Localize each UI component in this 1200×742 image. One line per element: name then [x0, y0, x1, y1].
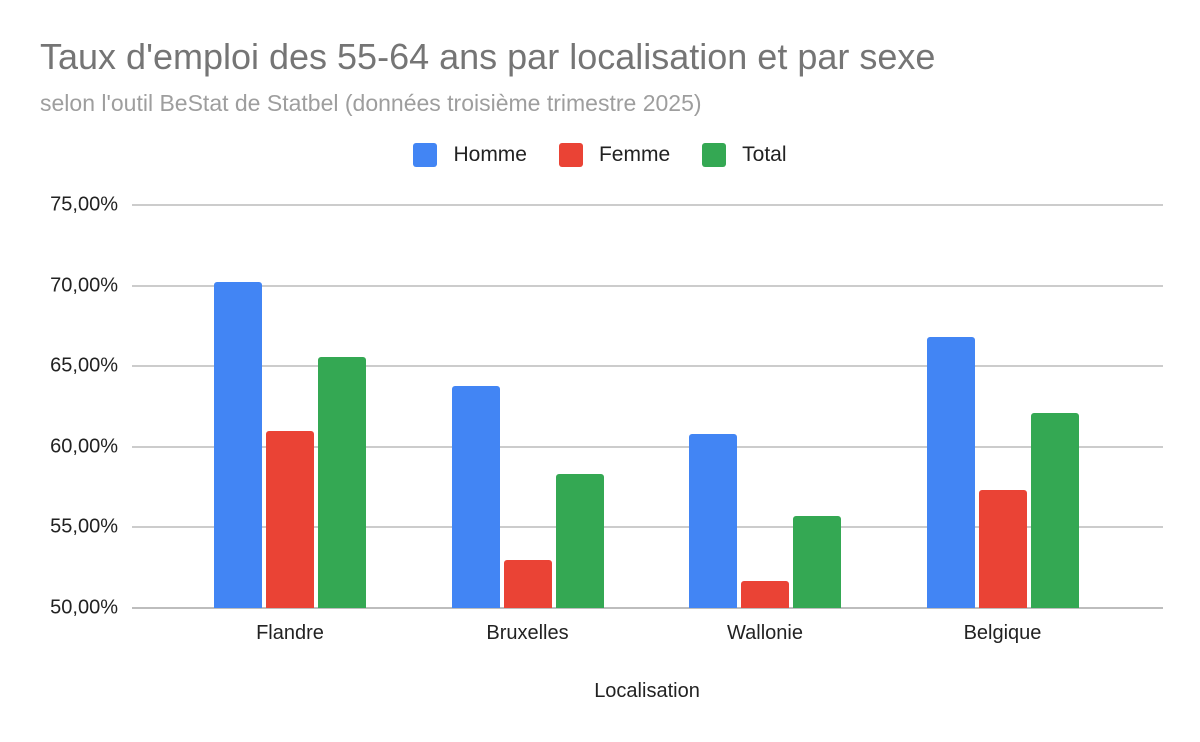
bar-flandre-femme[interactable] [266, 430, 314, 608]
bar-wallonie-total[interactable] [793, 516, 841, 608]
gridline [132, 365, 1163, 368]
bar-flandre-homme[interactable] [214, 282, 262, 608]
bar-belgique-homme[interactable] [926, 337, 975, 608]
legend-item-total[interactable]: Total [702, 143, 787, 167]
y-tick-label: 65,00% [50, 354, 118, 377]
gridline [132, 526, 1163, 529]
bar-wallonie-homme[interactable] [689, 433, 737, 608]
bar-belgique-total[interactable] [1030, 412, 1079, 608]
legend-swatch-icon [558, 143, 583, 167]
x-axis-label: Localisation [594, 680, 700, 702]
legend-swatch-icon [702, 143, 727, 167]
legend-item-femme[interactable]: Femme [558, 143, 671, 167]
legend-label: Homme [453, 143, 527, 166]
y-tick-label: 50,00% [50, 596, 118, 619]
y-tick-label: 55,00% [50, 515, 118, 538]
x-axis-baseline [132, 607, 1163, 609]
legend-swatch-icon [413, 143, 438, 167]
x-tick-label: Flandre [256, 622, 324, 644]
bar-flandre-total[interactable] [318, 356, 366, 608]
bar-wallonie-femme[interactable] [741, 580, 789, 608]
gridline [132, 445, 1163, 448]
x-tick-label: Wallonie [727, 622, 803, 644]
legend-label: Femme [598, 143, 671, 166]
bar-bruxelles-total[interactable] [555, 474, 604, 608]
chart-subtitle: selon l'outil BeStat de Statbel (données… [40, 90, 702, 116]
y-tick-label: 75,00% [50, 193, 118, 216]
legend: Homme Femme Total [0, 143, 1200, 167]
legend-item-homme[interactable]: Homme [413, 143, 527, 167]
y-tick-label: 60,00% [50, 435, 118, 458]
x-tick-label: Bruxelles [486, 622, 569, 644]
x-tick-label: Belgique [963, 622, 1042, 644]
gridline [132, 204, 1163, 206]
chart-title: Taux d'emploi des 55-64 ans par localisa… [40, 36, 936, 77]
y-tick-label: 70,00% [50, 274, 118, 297]
legend-label: Total [742, 143, 787, 166]
gridline [132, 284, 1163, 287]
bar-bruxelles-homme[interactable] [451, 385, 500, 608]
bar-belgique-femme[interactable] [978, 490, 1027, 608]
bar-bruxelles-femme[interactable] [503, 559, 552, 608]
